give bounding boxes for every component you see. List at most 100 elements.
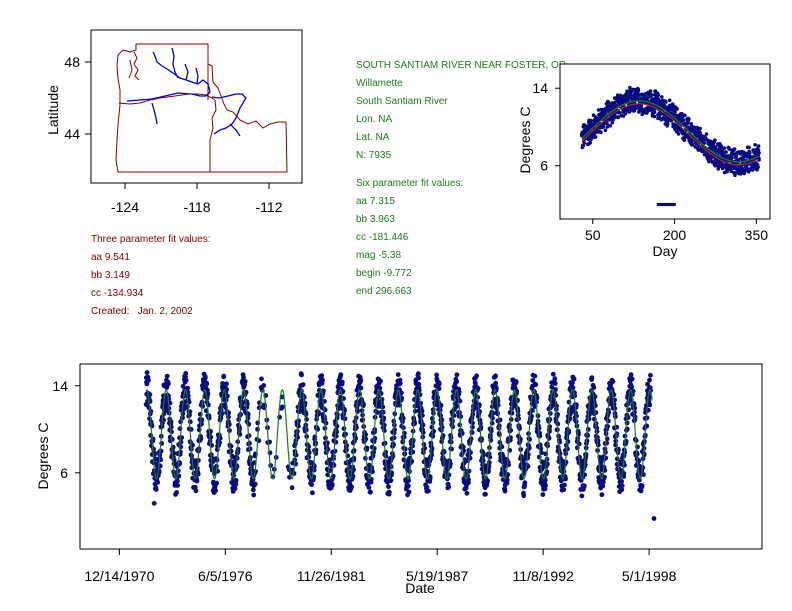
ts-data-point <box>457 422 463 428</box>
ts-data-point <box>406 483 411 489</box>
day-data-point <box>730 155 734 160</box>
ts-data-point <box>604 440 610 446</box>
ts-data-point <box>547 424 553 429</box>
ts-data-point <box>436 381 442 387</box>
day-data-point <box>634 106 639 111</box>
day-data-point <box>616 115 621 119</box>
ts-data-point <box>333 439 339 445</box>
ts-data-point <box>530 378 536 383</box>
day-y-tick-label: 14 <box>532 80 548 96</box>
ts-data-point <box>595 438 601 444</box>
day-data-point <box>621 114 626 118</box>
day-chart-y-label: Degrees C <box>517 107 533 174</box>
ts-data-point <box>406 478 411 483</box>
day-data-point <box>709 157 713 162</box>
ts-data-point <box>391 442 396 448</box>
day-data-point <box>729 169 733 173</box>
day-data-point <box>656 93 661 97</box>
day-data-point <box>702 141 706 145</box>
river-tributary-3 <box>229 123 241 137</box>
ts-data-point <box>434 372 439 378</box>
ts-x-tick-label: 11/8/1992 <box>513 568 574 584</box>
ts-data-point <box>205 387 210 393</box>
ts-data-point <box>233 481 239 487</box>
six-param-bb: bb 3.963 <box>356 214 395 225</box>
ts-data-point <box>366 485 372 490</box>
day-data-point <box>734 154 739 159</box>
day-data-point <box>675 107 679 111</box>
ts-data-point <box>592 403 598 409</box>
ts-data-point <box>175 483 181 488</box>
ts-data-point <box>466 477 471 482</box>
ts-data-point <box>467 455 473 461</box>
ts-x-tick-label: 11/26/1981 <box>297 568 366 584</box>
ts-data-point <box>522 480 528 486</box>
day-data-point <box>660 95 664 99</box>
ts-data-point <box>193 488 199 494</box>
ts-data-point <box>436 386 442 391</box>
ts-data-point <box>224 381 229 387</box>
six-param-cc: cc -181.446 <box>356 232 409 243</box>
ts-data-point <box>507 422 512 428</box>
day-x-tick-label: 200 <box>663 227 687 243</box>
day-chart-y-ticks: 6 14 <box>532 80 560 174</box>
day-data-point <box>610 120 615 125</box>
ts-data-point <box>550 371 556 377</box>
ts-data-point <box>483 491 488 497</box>
day-data-point <box>691 142 695 147</box>
ts-data-point <box>332 448 338 454</box>
ts-data-point <box>420 430 426 435</box>
ts-data-point <box>148 408 154 414</box>
ts-data-point <box>628 372 634 378</box>
ts-data-point <box>363 455 368 461</box>
day-data-point <box>625 93 630 97</box>
three-param-title: Three parameter fit values: <box>91 234 211 245</box>
day-x-tick-label: 350 <box>745 227 769 243</box>
day-data-point <box>721 150 725 154</box>
day-data-point <box>690 140 694 144</box>
ts-data-point <box>454 372 460 378</box>
ts-data-point <box>310 490 315 496</box>
time-chart-y-ticks: 6 14 <box>52 378 80 481</box>
ts-data-point <box>378 378 383 384</box>
day-data-point <box>664 99 668 104</box>
day-data-point <box>757 151 761 155</box>
day-data-point <box>582 141 587 145</box>
ts-data-point <box>509 410 515 416</box>
ts-data-point <box>629 384 635 390</box>
ts-data-point <box>600 479 606 485</box>
ts-data-point <box>296 418 301 424</box>
ts-data-point <box>267 450 273 456</box>
ts-data-point <box>585 433 591 438</box>
ts-data-point <box>221 373 227 379</box>
ts-data-point <box>479 436 485 442</box>
day-data-point <box>753 143 757 147</box>
created-date: Created: Jan. 2, 2002 <box>91 306 193 317</box>
ts-data-point <box>338 372 344 378</box>
ts-data-point <box>521 493 527 499</box>
ts-data-point <box>570 380 575 386</box>
ts-data-point <box>475 386 481 391</box>
day-data-point <box>628 108 632 113</box>
ts-data-point <box>342 416 348 422</box>
day-data-point <box>652 114 657 119</box>
map-y-tick-label: 48 <box>64 54 80 70</box>
ts-data-point <box>566 428 572 434</box>
ts-data-point <box>391 435 397 441</box>
day-data-point <box>667 98 672 103</box>
ts-data-point <box>402 446 408 452</box>
day-data-point <box>724 150 728 154</box>
map-x-tick-label: -112 <box>256 199 283 215</box>
river-columbia <box>126 51 211 102</box>
day-data-point <box>632 109 637 113</box>
river-snake <box>211 93 247 135</box>
ts-data-point <box>504 477 510 483</box>
ts-data-point <box>533 382 539 388</box>
station-n: N: 7935 <box>356 150 391 161</box>
ts-data-point <box>199 417 205 423</box>
ts-data-point <box>334 429 339 435</box>
day-data-point <box>682 138 687 142</box>
ts-data-point <box>386 489 392 495</box>
ts-data-point <box>344 443 350 448</box>
